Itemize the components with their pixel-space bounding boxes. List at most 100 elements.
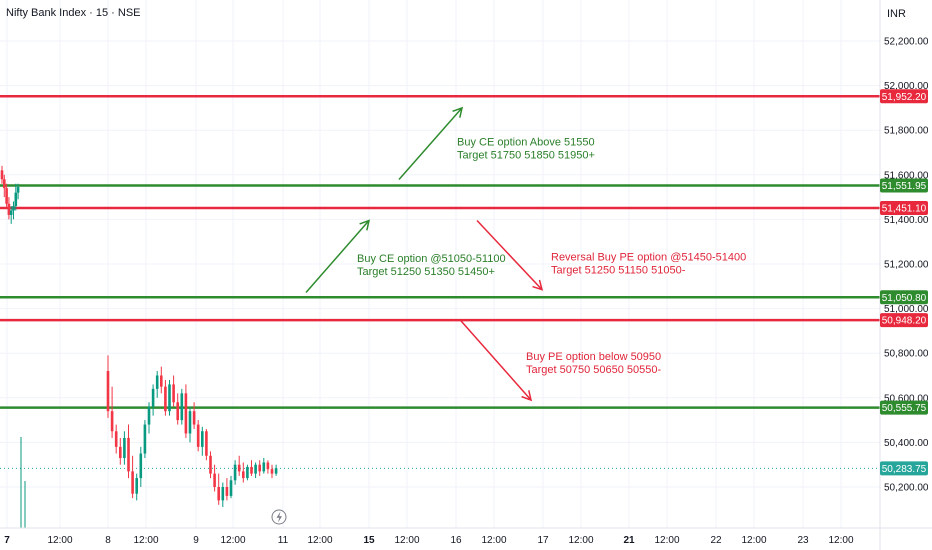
candle-body [131,471,134,494]
price-axis[interactable]: 50,200.00 50,400.00 50,600.00 50,800.00 51,0… [884,37,929,494]
candle-body [266,462,270,470]
x-tick-label: 12:00 [828,535,853,546]
currency-label: INR [887,8,906,20]
candle-body [135,478,138,494]
y-tick-label: 51,600.00 [884,170,929,181]
annotation-text: Reversal Buy PE option @51450-51400 [551,252,746,264]
candle-body [139,453,143,479]
last-price-badge [880,461,928,476]
candle-body [237,464,241,472]
candle-body [270,469,274,474]
candle-body [233,464,237,481]
candle-body [229,480,233,496]
annotation-text: Target 51250 51350 51450+ [357,266,495,278]
x-tick-label: 7 [4,535,10,546]
x-tick-label: 11 [278,535,289,546]
arrow-head [452,106,464,118]
price-badge [880,201,928,216]
candle-body [106,371,110,412]
candle-body [217,487,220,501]
candle-body [180,393,184,421]
candle-body [201,431,204,447]
y-tick-label: 51,800.00 [884,126,929,137]
candle-body [164,386,167,412]
candle-body [250,466,253,474]
candles [0,165,278,528]
candle-body [110,411,114,432]
arrow-head [359,219,371,231]
candle-body [14,192,18,207]
price-badge-label: 51,551.95 [882,181,927,192]
time-axis[interactable]: 7 12:00 8 12:00 9 12:00 11 12:00 15 12:00 16 12:00 1… [4,535,854,546]
x-tick-label: 23 [797,535,809,546]
lightning-icon[interactable] [271,509,287,525]
candle-body [188,411,192,434]
x-tick-label: 12:00 [654,535,679,546]
x-tick-label: 16 [450,535,462,546]
x-tick-label: 9 [193,535,199,546]
annotation-text: Target 51750 51850 51950+ [457,149,595,161]
candle-body [262,462,266,472]
arrow-head [521,390,533,402]
candle-body [258,464,261,472]
candle-body [184,393,188,434]
candle-body [168,384,171,412]
candle-body [5,188,8,204]
y-tick-label: 51,000.00 [884,304,929,315]
x-tick-label: 17 [537,535,549,546]
x-tick-label: 12:00 [481,535,506,546]
candle-body [9,210,13,215]
annotation-text: Buy CE option Above 51550 [457,136,595,148]
price-badge-label: 51,050.80 [882,293,927,304]
price-badge [880,178,928,193]
x-tick-label: 12:00 [133,535,158,546]
level-lines [0,95,880,469]
y-tick-label: 50,600.00 [884,393,929,404]
symbol-title: Nifty Bank Index · 15 · NSE [6,7,141,19]
candle-body [7,203,11,215]
candle-body [155,375,159,389]
price-badge-label: 51,451.10 [882,204,927,215]
candle-body [114,431,118,447]
candle-body [172,384,175,403]
candle-body [213,473,216,487]
candle-body [147,406,151,425]
x-tick-label: 21 [623,535,635,546]
price-badge-label: 50,555.75 [882,403,927,414]
candle-body [143,424,147,454]
price-badge [880,400,928,415]
candle-body [16,187,20,193]
grid [0,0,880,528]
y-tick-label: 50,800.00 [884,349,929,360]
x-tick-label: 12:00 [568,535,593,546]
candle-body [127,437,130,472]
candle-body [254,464,257,474]
candle-body [3,179,6,189]
candle-body [196,424,200,447]
y-tick-label: 50,400.00 [884,438,929,449]
x-tick-label: 15 [363,535,375,546]
x-tick-label: 22 [710,535,722,546]
y-tick-label: 52,200.00 [884,37,929,48]
last-price-label: 50,283.75 [882,464,927,475]
candle-body [119,446,122,459]
candle-body [12,206,15,211]
x-tick-label: 8 [105,535,111,546]
y-tick-label: 51,400.00 [884,215,929,226]
arrow-shaft [460,320,532,401]
x-tick-label: 12:00 [741,535,766,546]
price-badge-label: 50,948.20 [882,316,927,327]
annotation-arrows [305,106,544,402]
candle-body [123,437,126,459]
arrow-head [532,279,544,291]
arrow-shaft [305,220,370,294]
annotation-text: Buy PE option below 50950 [526,351,661,363]
candle-body [0,170,4,180]
price-badge [880,89,928,104]
candle-body [221,487,225,501]
candle-body [209,455,212,474]
candle-body [246,466,249,479]
y-tick-label: 51,200.00 [884,260,929,271]
